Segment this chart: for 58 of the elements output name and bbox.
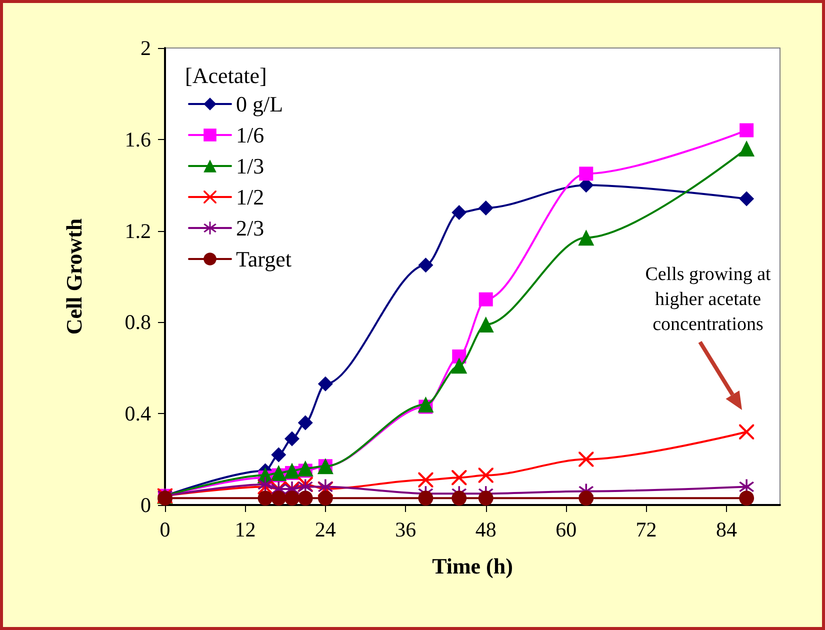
x-tick-label: 36 (395, 518, 416, 542)
point (271, 447, 286, 462)
point (418, 472, 434, 488)
point (452, 470, 467, 486)
x-tick-label: 0 (160, 518, 170, 542)
y-axis-title: Cell Growth (62, 218, 86, 335)
x-tick-label: 48 (475, 518, 496, 542)
point (418, 396, 434, 412)
x-tick-label: 24 (314, 518, 336, 542)
point (258, 490, 273, 506)
y-tick-label: 0.4 (124, 402, 152, 426)
legend-label: 1/2 (236, 184, 264, 210)
point (579, 166, 594, 181)
x-axis-title: Time (h) (432, 554, 513, 578)
point (739, 191, 754, 206)
point (451, 358, 468, 374)
point (578, 230, 594, 246)
point (578, 490, 594, 506)
point (298, 490, 313, 506)
point (418, 490, 434, 506)
point (478, 200, 494, 216)
x-tick-label: 84 (716, 518, 738, 542)
legend-label: 1/3 (236, 154, 264, 178)
point (270, 465, 287, 482)
x-tick-label: 72 (636, 518, 657, 542)
point (738, 140, 755, 157)
x-tick-label: 12 (234, 518, 256, 542)
y-tick-label: 1.2 (124, 218, 151, 243)
point (478, 490, 494, 506)
point (284, 462, 300, 479)
point (578, 452, 594, 467)
point (284, 490, 300, 506)
x-tick-label: 60 (556, 518, 577, 542)
point (298, 415, 313, 430)
point (297, 460, 314, 476)
point (452, 205, 467, 220)
point (739, 490, 754, 506)
point (740, 123, 754, 138)
y-tick-label: 0.8 (124, 310, 151, 334)
legend-label: 1/6 (236, 122, 264, 148)
point (418, 258, 434, 273)
y-tick-label: 0 (140, 493, 151, 517)
annotation: Cells growing at higher acetate concentrations (644, 263, 772, 337)
legend-title: [Acetate] (185, 63, 267, 89)
point (478, 468, 494, 483)
point (318, 376, 333, 392)
point (478, 316, 494, 332)
y-tick-label: 2 (140, 36, 151, 60)
point (271, 490, 286, 506)
legend-label: Target (236, 246, 292, 272)
point (739, 424, 754, 440)
legend-label: 2/3 (236, 216, 264, 240)
y-tick-label: 1.6 (124, 127, 151, 152)
point (318, 490, 333, 506)
legend-label: 0 g/L (236, 92, 284, 116)
point (478, 292, 493, 306)
point (284, 431, 300, 446)
point (452, 490, 467, 506)
